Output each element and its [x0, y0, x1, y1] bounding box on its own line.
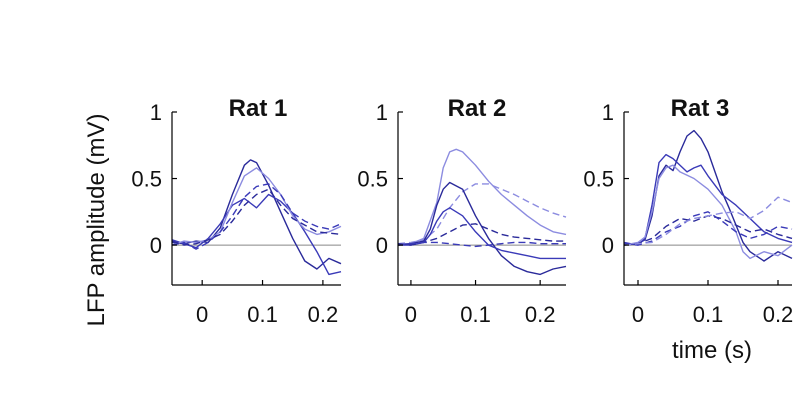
x-tick-label: 0 [632, 302, 644, 327]
series-line-6 [623, 196, 793, 246]
panel-title: Rat 3 [671, 95, 730, 122]
series-line-1 [171, 159, 342, 270]
x-tick-label: 0.1 [460, 302, 491, 327]
y-tick-label: 0 [602, 233, 614, 258]
series-line-5 [623, 211, 793, 246]
series-line-3 [623, 164, 793, 260]
x-tick-label: 0.2 [763, 302, 794, 327]
panel-title: Rat 1 [229, 95, 288, 122]
panel-3: Rat 3 0 0.5 1 0 0.1 0.2 [583, 95, 793, 327]
x-axis-label: time (s) [672, 337, 752, 364]
series-line-3 [397, 181, 567, 276]
series-line-1 [398, 148, 567, 245]
y-tick-label: 0 [376, 233, 388, 258]
y-tick-label: 1 [150, 100, 162, 125]
x-tick-label: 0 [196, 302, 208, 327]
series-line-3 [171, 167, 342, 246]
panels: Rat 1 0 0.5 1 0 0.1 0.2 Rat 2 0 0.5 1 0 0.1 0.2 Rat 3 0… [131, 95, 793, 327]
x-tick-label: 0.2 [308, 302, 339, 327]
y-tick-label: 0.5 [357, 167, 388, 192]
series-line-4 [171, 183, 342, 250]
x-tick-label: 0.2 [525, 302, 556, 327]
y-tick-label: 0.5 [583, 167, 614, 192]
series-line-5 [171, 188, 342, 246]
x-tick-label: 0.1 [247, 302, 278, 327]
y-tick-label: 1 [602, 100, 614, 125]
series-line-4 [398, 207, 566, 260]
y-tick-label: 0 [150, 233, 162, 258]
x-tick-label: 0 [405, 302, 417, 327]
panel-2: Rat 2 0 0.5 1 0 0.1 0.2 [357, 95, 567, 327]
series-line-2 [623, 153, 793, 246]
panel-title: Rat 2 [448, 95, 507, 122]
series-line-6 [397, 241, 566, 248]
x-tick-label: 0.1 [693, 302, 724, 327]
y-tick-label: 1 [376, 100, 388, 125]
series-line-2 [397, 183, 567, 245]
y-tick-label: 0.5 [131, 167, 162, 192]
series-line-2 [171, 193, 342, 276]
y-axis-label: LFP amplitude (mV) [83, 114, 110, 327]
panel-1: Rat 1 0 0.5 1 0 0.1 0.2 [131, 95, 342, 327]
